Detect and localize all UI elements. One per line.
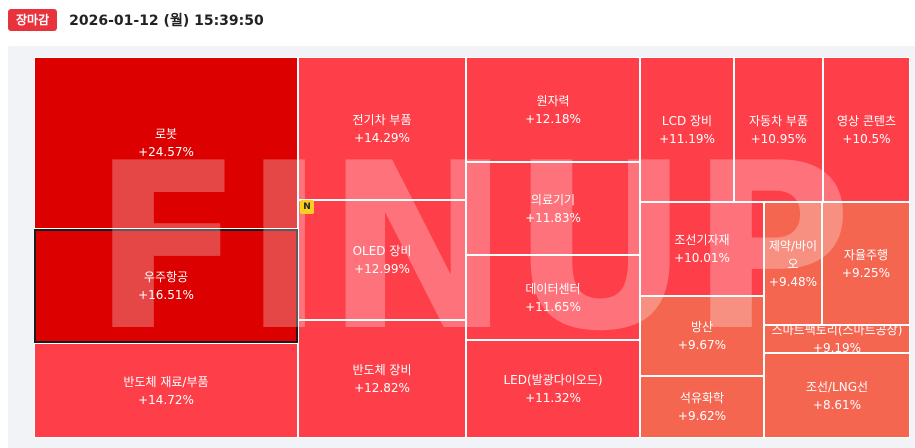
treemap-tile[interactable]: LCD 장비 +11.19% (640, 57, 734, 202)
tile-change: +11.32% (525, 391, 581, 405)
new-badge: N (300, 200, 314, 214)
tile-name: 의료기기 (530, 192, 576, 207)
treemap-tile[interactable]: 석유화학 +9.62% (640, 376, 764, 438)
tile-name: 로봇 (154, 127, 178, 141)
tile-change: +9.25% (841, 265, 891, 280)
treemap-tile[interactable]: 방산 +9.67% (640, 296, 764, 376)
header: 장마감 2026-01-12 (월) 15:39:50 (8, 8, 264, 32)
tile-change: +11.65% (525, 299, 581, 314)
tile-name: 석유화학 (679, 391, 725, 405)
tile-name: 영상 콘텐츠 (836, 113, 896, 128)
tile-name: 반도체 장비 (352, 363, 412, 377)
tile-change: +10.01% (674, 251, 730, 265)
treemap-tile[interactable]: 의료기기 +11.83% (466, 162, 640, 255)
tile-change: +12.99% (354, 262, 410, 276)
tile-change: +9.67% (677, 338, 727, 352)
tile-change: +16.51% (138, 288, 194, 302)
tile-name: 우주항공 (143, 270, 189, 284)
tile-change: +12.82% (354, 381, 410, 395)
treemap-tile[interactable]: 전기차 부품 +14.29% (298, 57, 466, 200)
timestamp: 2026-01-12 (월) 15:39:50 (69, 13, 264, 29)
tile-name: LED(발광다이오드) (503, 373, 603, 387)
tile-change: +9.19% (812, 341, 862, 353)
tile-change: +10.5% (842, 131, 891, 146)
treemap-tile[interactable]: 자율주행 +9.25% (822, 202, 910, 325)
tile-name: 조선/LNG선 (805, 379, 869, 394)
tile-change: +10.95% (750, 131, 807, 146)
treemap-tile[interactable]: 로봇 +24.57% (34, 57, 298, 229)
tile-name: 스마트팩토리(스마트공장) (771, 325, 903, 337)
treemap: 로봇 +24.57% 우주항공 +16.51% 반도체 재료/부품 +14.72% 전기차 … (34, 57, 910, 438)
tile-name: 전기차 부품 (352, 112, 412, 127)
tile-change: +11.83% (525, 210, 581, 225)
tile-change: +14.29% (354, 130, 410, 145)
tile-name: 조선기자재 (674, 233, 730, 247)
tile-name: 자율주행 (843, 247, 889, 262)
tile-name: OLED 장비 (352, 244, 412, 258)
tile-change: +24.57% (138, 145, 194, 159)
tile-change: +8.61% (812, 397, 862, 412)
treemap-tile[interactable]: 원자력 +12.18% (466, 57, 640, 162)
tile-name: 제약/바이오 (768, 238, 818, 271)
treemap-tile[interactable]: 우주항공 +16.51% (34, 229, 298, 343)
tile-name: 데이터센터 (525, 281, 581, 296)
tile-name: LCD 장비 (661, 113, 713, 128)
tile-name: 자동차 부품 (748, 113, 808, 128)
market-closed-badge: 장마감 (8, 9, 58, 31)
tile-name: 원자력 (536, 93, 570, 108)
tile-change: +14.72% (138, 392, 194, 407)
treemap-tile[interactable]: 조선/LNG선 +8.61% (764, 353, 910, 438)
tile-change: +11.19% (659, 131, 715, 146)
treemap-tile[interactable]: 자동차 부품 +10.95% (734, 57, 823, 202)
treemap-tile[interactable]: OLED 장비 +12.99% (298, 200, 466, 320)
tile-name: 방산 (690, 320, 714, 334)
treemap-tile[interactable]: 데이터센터 +11.65% (466, 255, 640, 340)
tile-name: 반도체 재료/부품 (123, 374, 209, 389)
treemap-tile[interactable]: 영상 콘텐츠 +10.5% (823, 57, 910, 202)
treemap-tile[interactable]: 반도체 장비 +12.82% (298, 320, 466, 438)
treemap-tile[interactable]: 스마트팩토리(스마트공장) +9.19% (764, 325, 910, 353)
tile-change: +9.48% (768, 274, 818, 289)
tile-change: +12.18% (525, 111, 581, 126)
treemap-tile[interactable]: 반도체 재료/부품 +14.72% (34, 343, 298, 438)
treemap-tile[interactable]: 조선기자재 +10.01% (640, 202, 764, 296)
tile-change: +9.62% (677, 409, 727, 423)
treemap-tile[interactable]: 제약/바이오 +9.48% (764, 202, 822, 325)
treemap-tile[interactable]: LED(발광다이오드) +11.32% (466, 340, 640, 438)
